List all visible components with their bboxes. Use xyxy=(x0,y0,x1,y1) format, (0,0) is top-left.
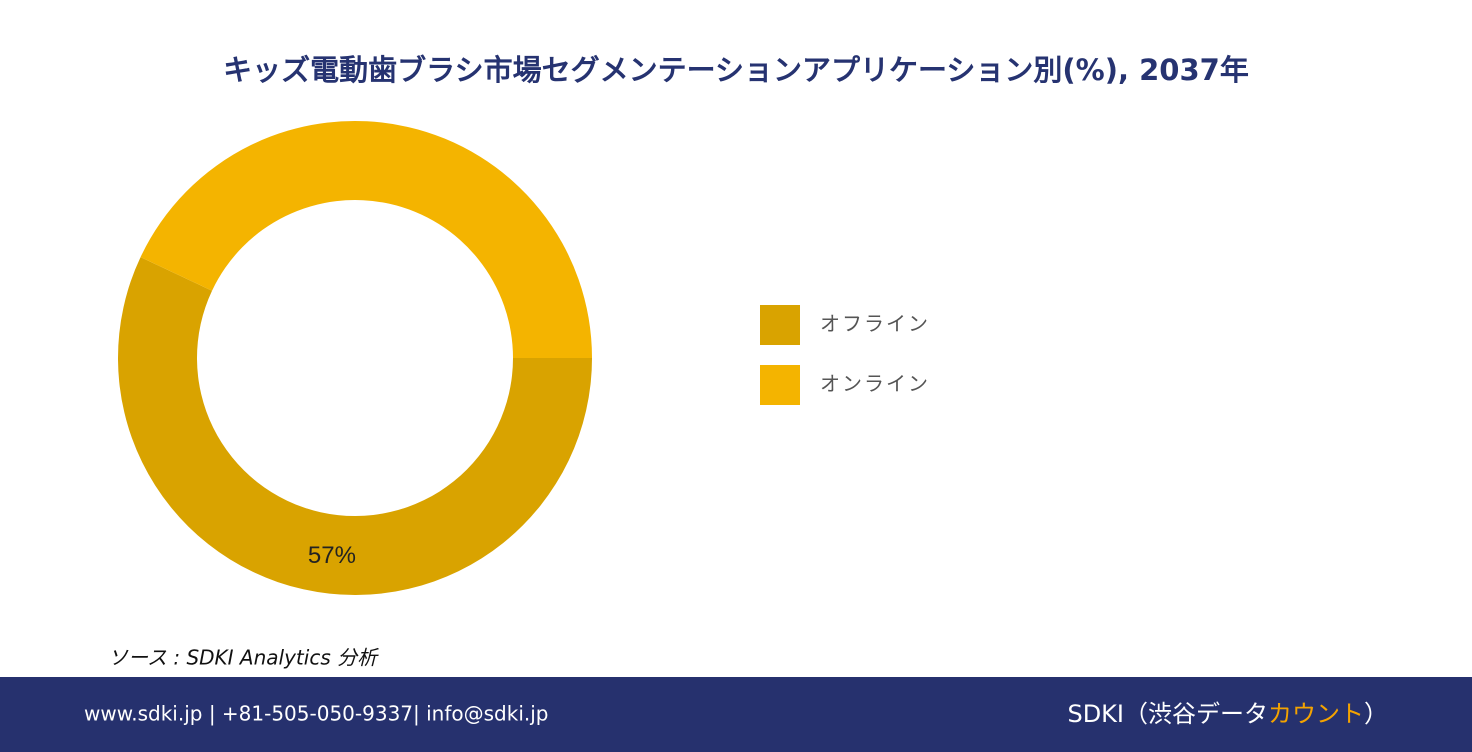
footer-contact: www.sdki.jp | +81-505-050-9337| info@sdk… xyxy=(84,702,548,726)
donut-segment xyxy=(117,257,592,595)
legend-swatch xyxy=(760,305,800,345)
brand-prefix: SDKI（渋谷データ xyxy=(1067,700,1268,728)
footer-band xyxy=(0,677,1472,752)
legend-label: オフライン xyxy=(820,312,930,336)
legend-swatch xyxy=(760,365,800,405)
data-label: 57% xyxy=(308,542,356,569)
legend-label: オンライン xyxy=(820,372,930,396)
brand-suffix: ） xyxy=(1364,700,1388,728)
chart-title: キッズ電動歯ブラシ市場セグメンテーションアプリケーション別(%), 2037年 xyxy=(223,53,1249,87)
donut-segment xyxy=(140,120,593,358)
source-note: ソース : SDKI Analytics 分析 xyxy=(108,646,379,670)
footer-brand: SDKI（渋谷データカウント） xyxy=(1067,700,1388,728)
brand-highlight: カウント xyxy=(1268,700,1364,728)
